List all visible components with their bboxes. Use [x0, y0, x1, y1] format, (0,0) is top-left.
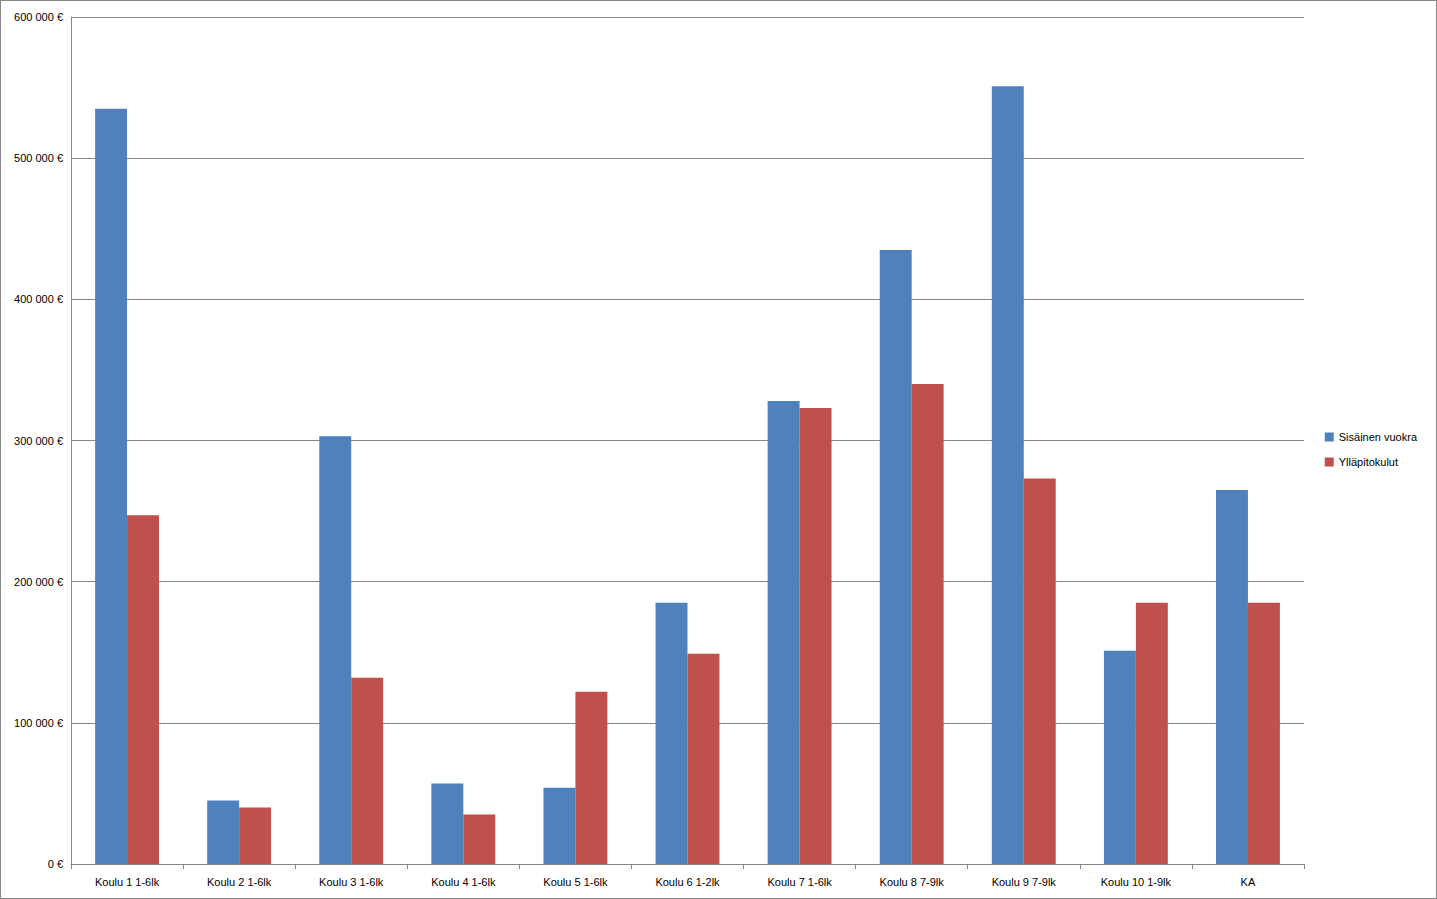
svg-text:Koulu 5 1-6lk: Koulu 5 1-6lk [543, 876, 608, 888]
svg-text:Sisäinen vuokra: Sisäinen vuokra [1339, 431, 1418, 443]
svg-text:Ylläpitokulut: Ylläpitokulut [1339, 456, 1398, 468]
svg-text:Koulu 2 1-6lk: Koulu 2 1-6lk [207, 876, 272, 888]
svg-text:300 000 €: 300 000 € [14, 435, 63, 447]
svg-text:Koulu 4 1-6lk: Koulu 4 1-6lk [431, 876, 496, 888]
svg-text:Koulu 6 1-2lk: Koulu 6 1-2lk [655, 876, 720, 888]
svg-text:500 000 €: 500 000 € [14, 152, 63, 164]
svg-text:Koulu 1 1-6lk: Koulu 1 1-6lk [95, 876, 160, 888]
svg-text:600 000 €: 600 000 € [14, 11, 63, 23]
svg-text:Koulu 3 1-6lk: Koulu 3 1-6lk [319, 876, 384, 888]
svg-text:400 000 €: 400 000 € [14, 293, 63, 305]
svg-text:Koulu 7 1-6lk: Koulu 7 1-6lk [767, 876, 832, 888]
svg-text:Koulu 10 1-9lk: Koulu 10 1-9lk [1101, 876, 1172, 888]
svg-text:Koulu 9 7-9lk: Koulu 9 7-9lk [992, 876, 1057, 888]
svg-text:200 000 €: 200 000 € [14, 576, 63, 588]
svg-text:Koulu 8 7-9lk: Koulu 8 7-9lk [880, 876, 945, 888]
svg-text:100 000 €: 100 000 € [14, 717, 63, 729]
svg-text:KA: KA [1241, 876, 1256, 888]
svg-text:0 €: 0 € [48, 858, 63, 870]
